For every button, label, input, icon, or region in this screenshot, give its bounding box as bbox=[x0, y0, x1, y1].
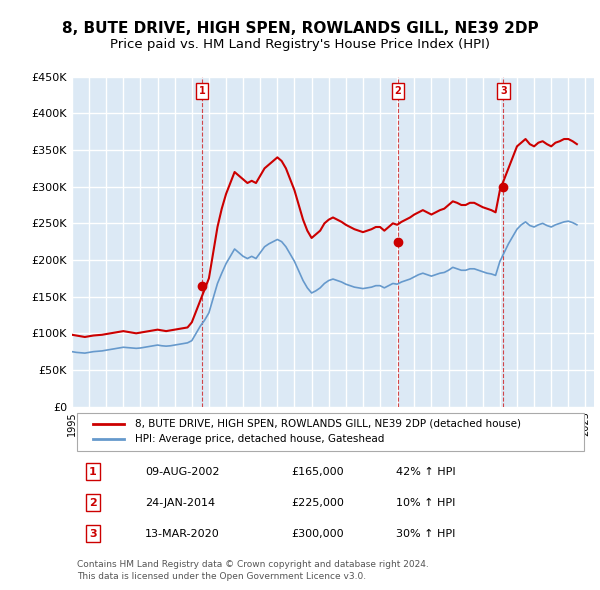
Text: 8, BUTE DRIVE, HIGH SPEN, ROWLANDS GILL, NE39 2DP: 8, BUTE DRIVE, HIGH SPEN, ROWLANDS GILL,… bbox=[62, 21, 538, 35]
FancyBboxPatch shape bbox=[77, 414, 584, 451]
Text: 1: 1 bbox=[89, 467, 97, 477]
Text: 3: 3 bbox=[500, 86, 506, 96]
Text: 10% ↑ HPI: 10% ↑ HPI bbox=[395, 498, 455, 508]
Text: 13-MAR-2020: 13-MAR-2020 bbox=[145, 529, 220, 539]
Text: £225,000: £225,000 bbox=[291, 498, 344, 508]
Text: This data is licensed under the Open Government Licence v3.0.: This data is licensed under the Open Gov… bbox=[77, 572, 367, 581]
Text: 30% ↑ HPI: 30% ↑ HPI bbox=[395, 529, 455, 539]
Text: 42% ↑ HPI: 42% ↑ HPI bbox=[395, 467, 455, 477]
Text: HPI: Average price, detached house, Gateshead: HPI: Average price, detached house, Gate… bbox=[134, 434, 384, 444]
Text: 8, BUTE DRIVE, HIGH SPEN, ROWLANDS GILL, NE39 2DP (detached house): 8, BUTE DRIVE, HIGH SPEN, ROWLANDS GILL,… bbox=[134, 419, 521, 429]
Text: £165,000: £165,000 bbox=[291, 467, 344, 477]
Text: Contains HM Land Registry data © Crown copyright and database right 2024.: Contains HM Land Registry data © Crown c… bbox=[77, 560, 429, 569]
Text: 1: 1 bbox=[199, 86, 205, 96]
Text: Price paid vs. HM Land Registry's House Price Index (HPI): Price paid vs. HM Land Registry's House … bbox=[110, 38, 490, 51]
Text: £300,000: £300,000 bbox=[291, 529, 344, 539]
Text: 3: 3 bbox=[89, 529, 97, 539]
Text: 2: 2 bbox=[89, 498, 97, 508]
Text: 24-JAN-2014: 24-JAN-2014 bbox=[145, 498, 215, 508]
Text: 2: 2 bbox=[395, 86, 401, 96]
Text: 09-AUG-2002: 09-AUG-2002 bbox=[145, 467, 220, 477]
